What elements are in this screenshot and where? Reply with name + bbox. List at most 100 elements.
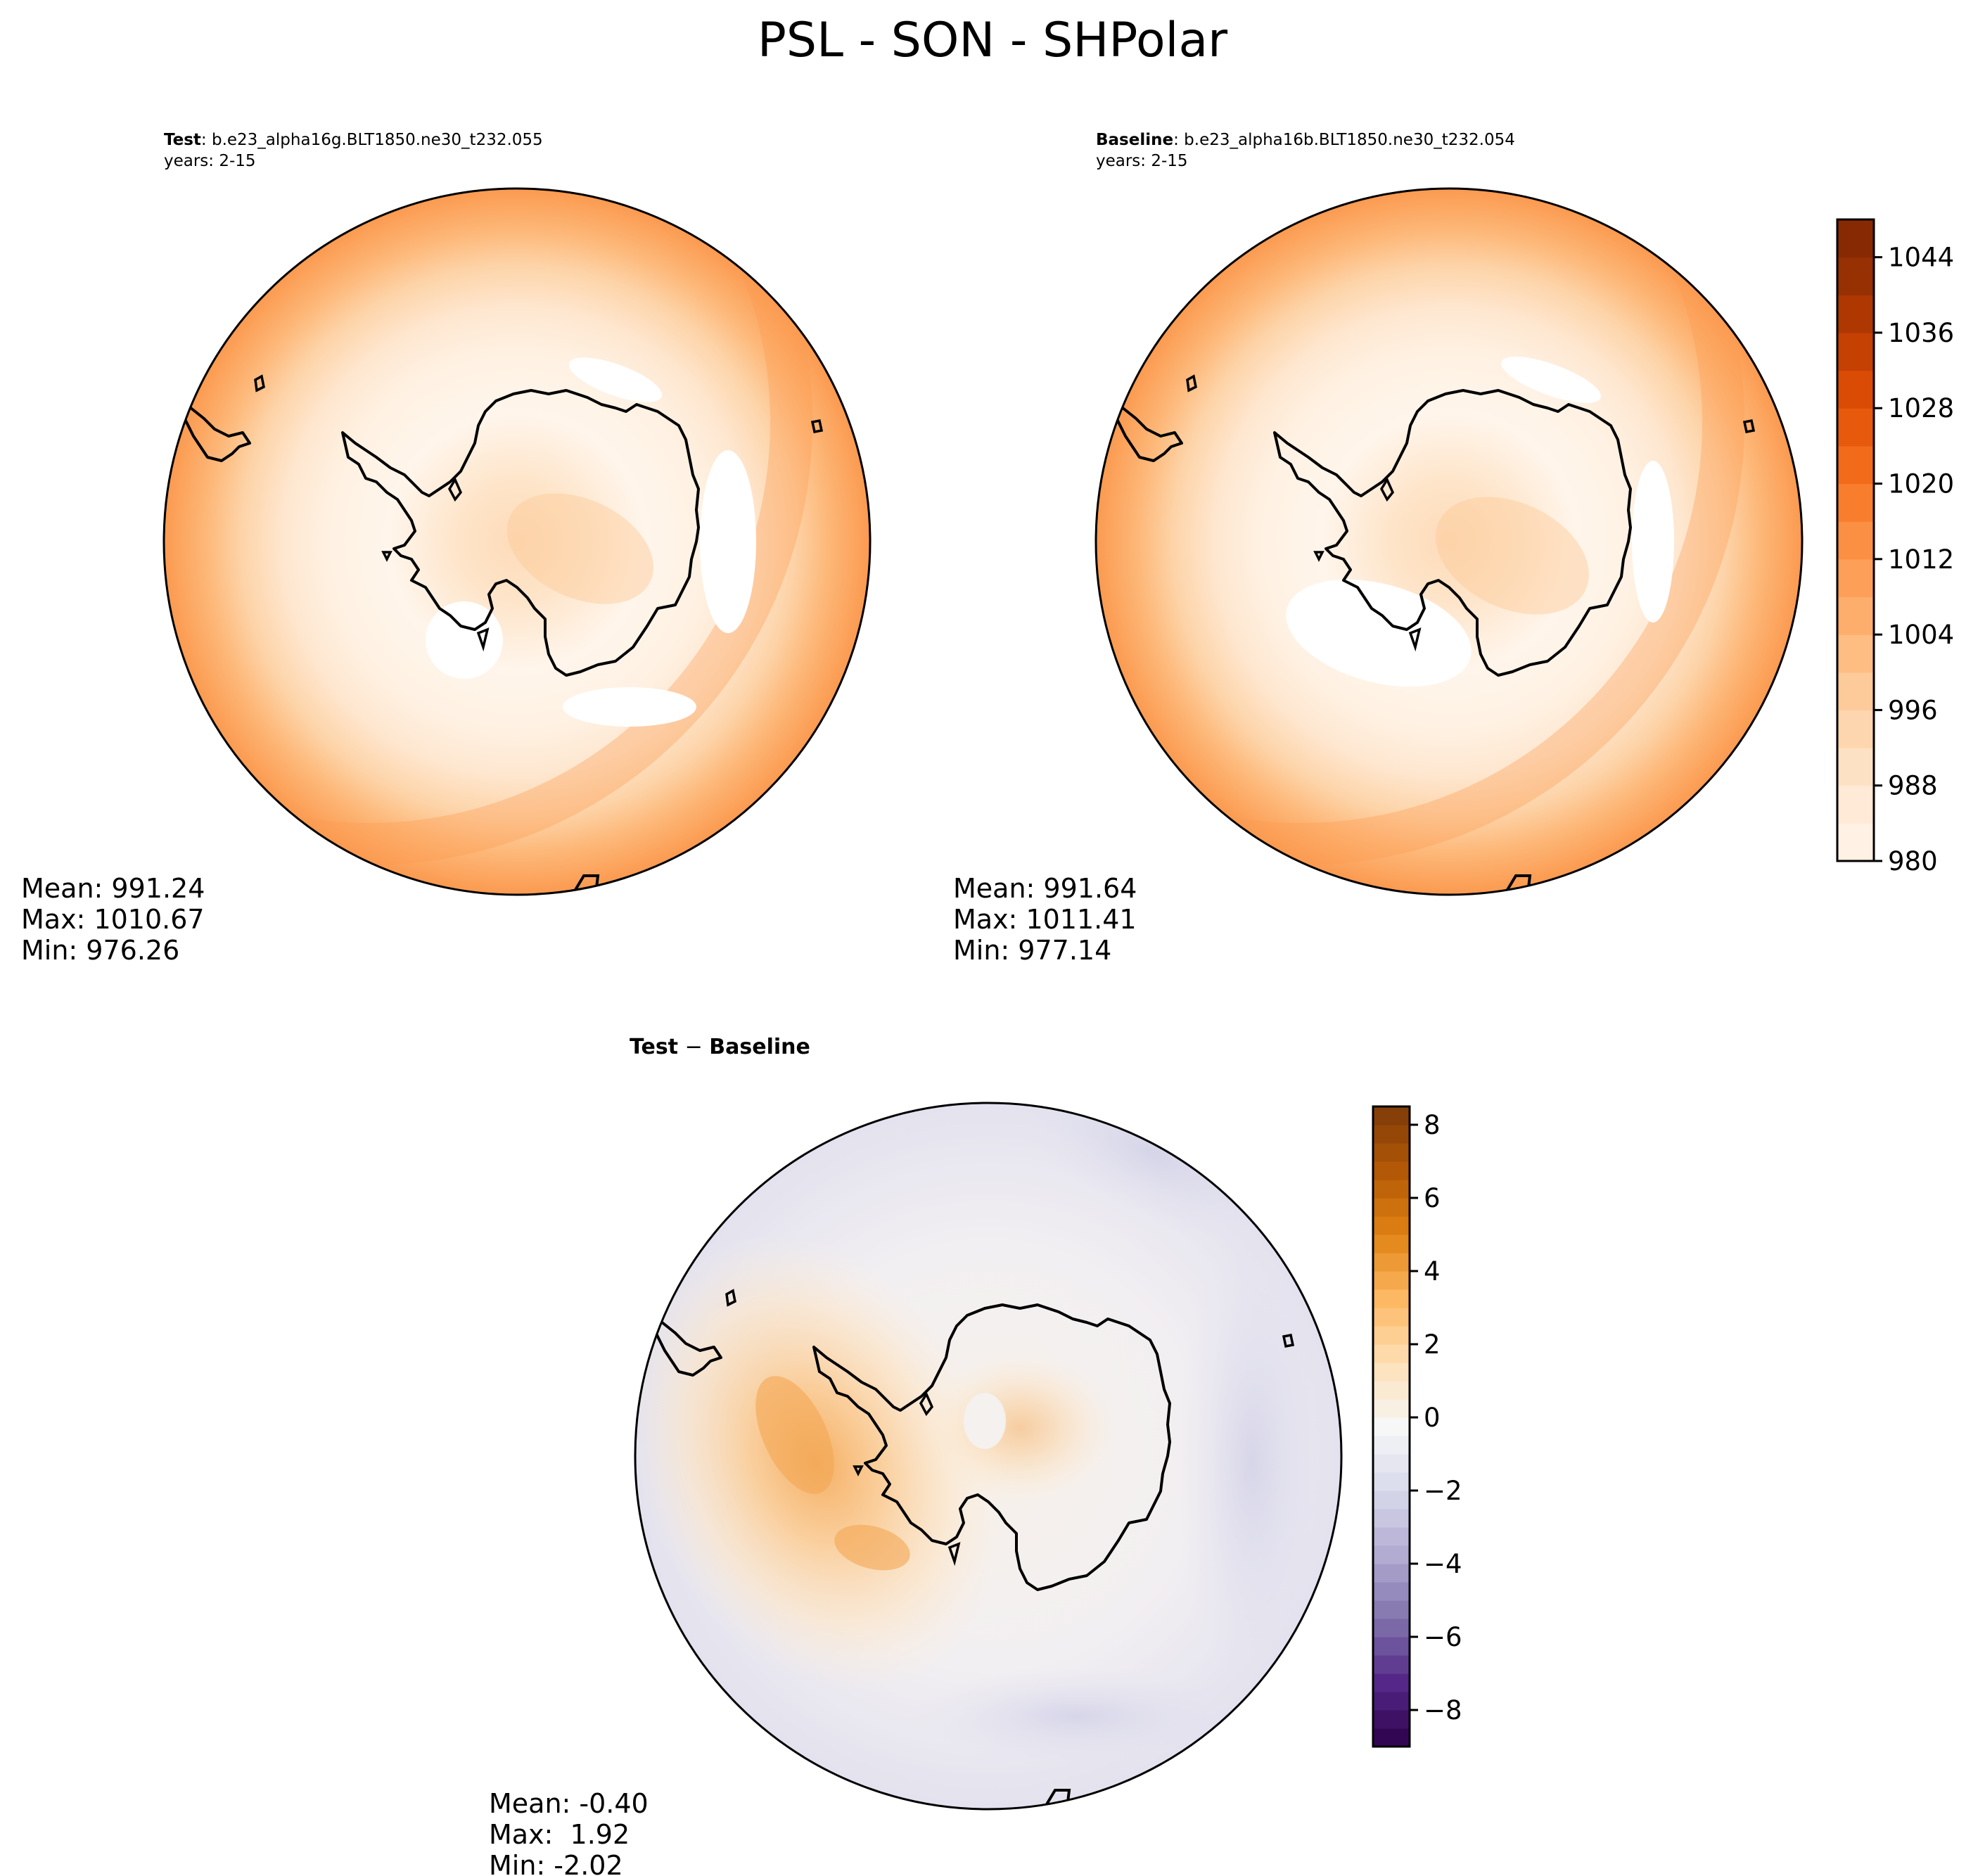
tb-colorbar-segment — [1837, 370, 1874, 409]
baseline-panel: Baseline: b.e23_alpha16b.BLT1850.ne30_t2… — [953, 131, 1954, 966]
baseline-title-rest: : b.e23_alpha16b.BLT1850.ne30_t232.054 — [1173, 131, 1515, 149]
diff-colorbar-segment — [1373, 1545, 1410, 1564]
diff-colorbar-segment — [1373, 1106, 1410, 1125]
tb-colorbar-segment — [1837, 332, 1874, 371]
diff-colorbar-segment — [1373, 1363, 1410, 1382]
tb-colorbar-segment — [1837, 295, 1874, 333]
diff-colorbar-segment — [1373, 1161, 1410, 1180]
tb-colorbar-segment — [1837, 408, 1874, 447]
test-stat-max: Max: 1010.67 — [21, 904, 205, 935]
tb-colorbar-tick-label: 1036 — [1888, 318, 1954, 348]
difference-title-test: Test — [630, 1035, 678, 1059]
diff-colorbar-segment — [1373, 1564, 1410, 1583]
diff-colorbar-tick-label: −6 — [1424, 1622, 1462, 1652]
difference-map-field — [635, 1103, 1341, 1809]
diff-colorbar-segment — [1373, 1728, 1410, 1747]
diff-colorbar-tick-label: 4 — [1424, 1256, 1441, 1287]
test-years: years: 2-15 — [164, 152, 256, 170]
difference-stat-mean: Mean: -0.40 — [489, 1788, 649, 1819]
tb-colorbar-tick-label: 980 — [1888, 846, 1938, 876]
baseline-title-bold: Baseline — [1096, 131, 1173, 149]
tb-colorbar-segment — [1837, 521, 1874, 560]
diff-colorbar-tick-label: 2 — [1424, 1329, 1441, 1360]
diff-colorbar-segment — [1373, 1381, 1410, 1400]
test-panel: Test: b.e23_alpha16g.BLT1850.ne30_t232.0… — [21, 131, 872, 966]
diff-colorbar-segment — [1373, 1637, 1410, 1656]
test-map-field — [164, 189, 870, 895]
tb-colorbar-frame — [1836, 218, 1875, 862]
tb-colorbar-tick-label: 988 — [1888, 771, 1938, 801]
tb-colorbar-segment — [1837, 559, 1874, 598]
diff-colorbar-segment — [1373, 1143, 1410, 1162]
baseline-stat-min: Min: 977.14 — [953, 935, 1111, 966]
baseline-stat-mean: Mean: 991.64 — [953, 873, 1137, 904]
tb-colorbar-segment — [1837, 748, 1874, 786]
diff-colorbar-segment — [1373, 1271, 1410, 1290]
test-title-rest: : b.e23_alpha16g.BLT1850.ne30_t232.055 — [201, 131, 543, 149]
diff-colorbar-segment — [1373, 1692, 1410, 1711]
diff-colorbar-frame — [1372, 1105, 1411, 1748]
diff-colorbar-segment — [1373, 1253, 1410, 1272]
diff-colorbar-tick-label: −4 — [1424, 1549, 1462, 1579]
diff-colorbar-segment — [1373, 1673, 1410, 1692]
diff-colorbar-tick-label: 6 — [1424, 1183, 1441, 1213]
tb-colorbar-segment — [1837, 634, 1874, 673]
diff-colorbar-segment — [1373, 1344, 1410, 1363]
diff-colorbar-segment — [1373, 1472, 1410, 1491]
diff-colorbar-segment — [1373, 1600, 1410, 1619]
diff-colorbar-segment — [1373, 1509, 1410, 1528]
test-panel-title: Test: b.e23_alpha16g.BLT1850.ne30_t232.0… — [164, 131, 543, 149]
diff-colorbar-tick-label: 0 — [1424, 1403, 1441, 1433]
difference-panel-title: Test − Baseline — [630, 1035, 810, 1059]
test-baseline-colorbar: 980 988 996 1004 1012 1020 1028 1036 1044 — [1836, 218, 1954, 876]
diff-colorbar-segment — [1373, 1399, 1410, 1418]
baseline-years: years: 2-15 — [1096, 152, 1188, 170]
test-stat-mean: Mean: 991.24 — [21, 873, 205, 904]
tb-colorbar-segment — [1837, 672, 1874, 711]
tb-colorbar-tick-label: 1044 — [1888, 243, 1954, 273]
tb-colorbar-tick-label: 996 — [1888, 695, 1938, 725]
tb-colorbar-tick-label: 1012 — [1888, 544, 1954, 575]
tb-colorbar-segment — [1837, 445, 1874, 485]
diff-colorbar-tick-label: −2 — [1424, 1476, 1462, 1506]
tb-colorbar-segment — [1837, 710, 1874, 748]
diff-colorbar-segment — [1373, 1308, 1410, 1327]
diff-colorbar-segment — [1373, 1234, 1410, 1253]
diff-colorbar-segment — [1373, 1198, 1410, 1217]
difference-panel: Test − Baseline Mean: -0.40 Max: 1.92 Mi… — [489, 1035, 1462, 1876]
diff-colorbar-segment — [1373, 1454, 1410, 1473]
diff-colorbar-segment — [1373, 1216, 1410, 1235]
figure-suptitle: PSL - SON - SHPolar — [758, 13, 1227, 68]
diff-colorbar-segment — [1373, 1289, 1410, 1308]
baseline-stat-max: Max: 1011.41 — [953, 904, 1137, 935]
diff-colorbar-segment — [1373, 1710, 1410, 1729]
difference-title-op: − — [678, 1035, 709, 1059]
tb-colorbar-segment — [1837, 483, 1874, 522]
diff-colorbar-segment — [1373, 1436, 1410, 1455]
tb-colorbar-tick-label: 1020 — [1888, 469, 1954, 499]
diff-colorbar-tick-label: −8 — [1424, 1695, 1462, 1725]
test-stat-min: Min: 976.26 — [21, 935, 179, 966]
tb-colorbar-segment — [1837, 257, 1874, 295]
diff-colorbar-segment — [1373, 1180, 1410, 1199]
diff-colorbar-segment — [1373, 1417, 1410, 1436]
baseline-map-field — [1096, 189, 1802, 895]
difference-stat-max: Max: 1.92 — [489, 1819, 630, 1850]
tb-colorbar-tick-label: 1028 — [1888, 393, 1954, 423]
diff-colorbar-segment — [1373, 1491, 1410, 1510]
tb-colorbar-tick-label: 1004 — [1888, 620, 1954, 650]
diff-colorbar-segment — [1373, 1655, 1410, 1674]
diff-colorbar-tick-label: 8 — [1424, 1110, 1441, 1140]
diff-colorbar-segment — [1373, 1125, 1410, 1144]
difference-title-baseline: Baseline — [709, 1035, 810, 1059]
tb-colorbar-segment — [1837, 823, 1874, 862]
difference-colorbar: 8 6 4 2 0 −2 −4 −6 −8 — [1372, 1105, 1462, 1748]
diff-colorbar-segment — [1373, 1527, 1410, 1546]
diff-colorbar-segment — [1373, 1326, 1410, 1345]
tb-colorbar-segment — [1837, 785, 1874, 824]
baseline-panel-title: Baseline: b.e23_alpha16b.BLT1850.ne30_t2… — [1096, 131, 1515, 149]
test-title-bold: Test — [164, 131, 201, 149]
tb-colorbar-segment — [1837, 596, 1874, 635]
test-map-boundary — [162, 187, 872, 896]
